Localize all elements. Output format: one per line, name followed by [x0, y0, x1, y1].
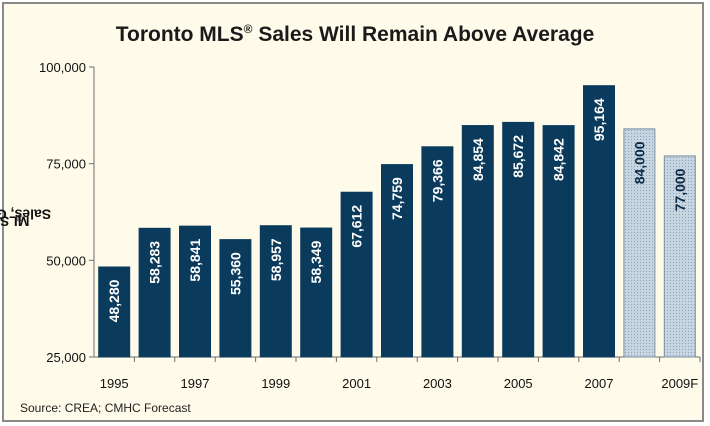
chart-title-main: Toronto MLS — [115, 23, 244, 46]
bar — [98, 266, 131, 358]
bar — [340, 191, 373, 358]
bar-value-label: 58,283 — [147, 241, 163, 284]
y-tick-label: 100,000 — [39, 60, 86, 75]
bar — [583, 85, 615, 358]
bar-value-label: 84,854 — [470, 138, 486, 181]
bar-value-label: 48,280 — [106, 279, 122, 322]
x-tick-label: 2001 — [342, 376, 371, 391]
bar-value-label: 84,842 — [551, 138, 567, 181]
bar-value-label: 74,759 — [389, 177, 405, 220]
bar — [542, 125, 575, 358]
bar-value-label: 84,000 — [631, 141, 647, 184]
bar-value-label: 79,366 — [429, 159, 445, 202]
x-tick-label: 1995 — [100, 376, 129, 391]
x-tick-label: 1999 — [261, 376, 290, 391]
y-tick-label: 75,000 — [46, 157, 86, 172]
bar-value-label: 67,612 — [349, 205, 365, 248]
bar — [179, 225, 211, 358]
bar-value-label: 58,349 — [308, 240, 324, 283]
bar — [421, 146, 454, 358]
chart-title-rest: Sales Will Remain Above Average — [252, 23, 595, 46]
bar — [138, 227, 171, 358]
bar-value-label: 58,957 — [268, 238, 284, 281]
bar — [219, 239, 252, 358]
bar — [300, 227, 333, 358]
bar-value-label: 85,672 — [510, 135, 526, 178]
bar-value-label: 58,841 — [187, 239, 203, 282]
bar — [663, 155, 696, 358]
y-tick-label: 50,000 — [46, 253, 86, 268]
x-tick-label: 2003 — [423, 376, 452, 391]
bar — [623, 128, 656, 358]
bar — [381, 164, 413, 358]
bar-value-label: 95,164 — [591, 98, 607, 141]
x-tick-label: 1997 — [181, 376, 210, 391]
chart-title: Toronto MLS® Sales Will Remain Above Ave… — [4, 22, 706, 47]
bar — [259, 225, 292, 358]
bar-value-label: 77,000 — [672, 168, 688, 211]
x-tick-label: 2005 — [504, 376, 533, 391]
bar-value-label: 55,360 — [227, 252, 243, 295]
source-note: Source: CREA; CMHC Forecast — [20, 401, 191, 415]
bar — [502, 121, 535, 358]
bar — [461, 125, 494, 358]
x-tick-label: 2009F — [661, 376, 698, 391]
x-tick-label: 2007 — [585, 376, 614, 391]
chart-title-mark: ® — [243, 22, 253, 36]
y-tick-label: 25,000 — [46, 350, 86, 365]
